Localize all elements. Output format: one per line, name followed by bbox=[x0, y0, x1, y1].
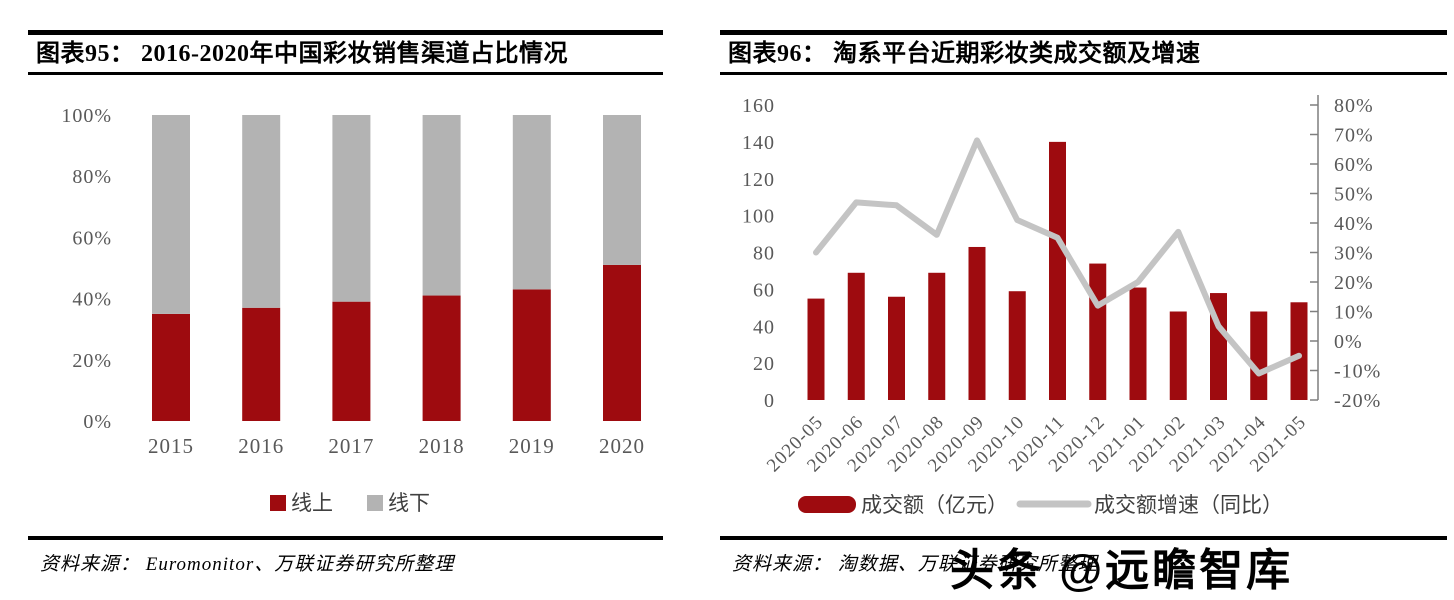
figure-95-title: 图表95： 2016-2020年中国彩妆销售渠道占比情况 bbox=[36, 41, 568, 67]
y-axis-tick-label: 100% bbox=[61, 105, 112, 127]
bar-segment-线上 bbox=[603, 264, 641, 421]
watermark-logo: 头条 @远瞻智库 bbox=[950, 546, 1294, 595]
left-axis-tick-label: 100 bbox=[742, 206, 775, 228]
right-axis-tick-label: 60% bbox=[1334, 154, 1374, 176]
right-axis-tick-label: 70% bbox=[1334, 125, 1374, 147]
bar-segment-线下 bbox=[603, 115, 641, 265]
bar-segment-线下 bbox=[152, 115, 190, 314]
figure-95-panel: 图表95： 2016-2020年中国彩妆销售渠道占比情况 0% 20% 40% 60%… bbox=[28, 30, 663, 576]
bar-segment-线下 bbox=[242, 115, 281, 308]
y-axis-tick-label: 60% bbox=[72, 227, 112, 249]
bar-segment-线上 bbox=[152, 313, 190, 421]
x-axis-label: 2018 bbox=[419, 434, 465, 458]
legend-label-bar: 成交额（亿元） bbox=[861, 493, 1008, 517]
bar-segment-线上 bbox=[242, 307, 281, 421]
gmv-bar bbox=[1129, 287, 1147, 400]
x-axis-label: 2016 bbox=[238, 434, 284, 458]
growth-line bbox=[813, 137, 1302, 377]
y-axis-tick-label: 40% bbox=[72, 289, 112, 311]
legend-swatch-线上 bbox=[270, 495, 286, 511]
left-axis-tick-label: 0 bbox=[764, 390, 775, 412]
x-axis-label: 2017 bbox=[328, 434, 374, 458]
legend-label: 线下 bbox=[388, 491, 430, 515]
right-axis-tick-label: -10% bbox=[1334, 361, 1381, 383]
legend-swatch-bar bbox=[798, 496, 856, 513]
right-axis-tick-label: 0% bbox=[1334, 331, 1363, 353]
right-axis-tick-label: -20% bbox=[1334, 390, 1381, 412]
legend-swatch-线下 bbox=[367, 495, 383, 511]
left-axis-tick-label: 140 bbox=[742, 132, 775, 154]
gmv-bar bbox=[968, 246, 986, 400]
gmv-bar bbox=[807, 298, 825, 400]
x-axis-label: 2020 bbox=[599, 434, 645, 458]
gmv-bar bbox=[888, 296, 905, 400]
bottom-rule bbox=[720, 536, 1447, 540]
left-axis-tick-label: 120 bbox=[742, 169, 775, 191]
bar-segment-线上 bbox=[422, 295, 461, 421]
right-axis-tick-label: 20% bbox=[1334, 272, 1374, 294]
combo-bar-line-chart: 0 20 40 60 80 100 120 140 160 -20% -10% 0% 10% 20% 30%… bbox=[742, 95, 1381, 517]
top-rule bbox=[720, 30, 1447, 35]
gmv-bar bbox=[1169, 311, 1187, 400]
figure-96-source: 资料来源： 淘数据、万联证券研究所整理 bbox=[732, 554, 1098, 575]
gmv-bar bbox=[1008, 291, 1026, 400]
right-axis-tick-label: 50% bbox=[1334, 184, 1374, 206]
legend-label: 线上 bbox=[291, 491, 333, 515]
title-underline-rule bbox=[28, 72, 663, 75]
bottom-rule bbox=[28, 536, 663, 540]
gmv-bar bbox=[1250, 311, 1268, 400]
stacked-bar-chart: 0% 20% 40% 60% 80% 100% 2015 2016 2017 2018 2019 20… bbox=[61, 105, 645, 515]
figure-95-source: 资料来源： Euromonitor、万联证券研究所整理 bbox=[40, 554, 455, 575]
figure-96-panel: 图表96： 淘系平台近期彩妆类成交额及增速 0 20 40 60 80 100 120 140… bbox=[720, 30, 1447, 576]
gmv-bar bbox=[847, 272, 865, 400]
figure-96-title: 图表96： 淘系平台近期彩妆类成交额及增速 bbox=[728, 41, 1201, 67]
y-axis-tick-label: 80% bbox=[72, 166, 112, 188]
bar-segment-线下 bbox=[332, 115, 371, 302]
x-axis-label: 2019 bbox=[509, 434, 555, 458]
bar-segment-线下 bbox=[422, 115, 461, 296]
right-axis-tick-label: 80% bbox=[1334, 95, 1374, 117]
left-axis-tick-label: 160 bbox=[742, 95, 775, 117]
gmv-bar bbox=[928, 272, 946, 400]
top-rule bbox=[28, 30, 663, 35]
gmv-bar bbox=[1089, 263, 1107, 400]
left-axis-tick-label: 80 bbox=[753, 243, 775, 265]
gmv-bar bbox=[1049, 141, 1066, 400]
legend-label-line: 成交额增速（同比） bbox=[1094, 493, 1283, 517]
left-axis-tick-label: 40 bbox=[753, 316, 775, 338]
gmv-bar bbox=[1290, 302, 1308, 400]
x-axis-label: 2015 bbox=[148, 434, 194, 458]
y-axis-tick-label: 0% bbox=[83, 411, 112, 433]
right-axis-tick-label: 40% bbox=[1334, 213, 1374, 235]
left-axis-tick-label: 20 bbox=[753, 353, 775, 375]
right-axis-tick-label: 30% bbox=[1334, 243, 1374, 265]
right-axis-tick-label: 10% bbox=[1334, 302, 1374, 324]
title-underline-rule bbox=[720, 72, 1447, 75]
bar-segment-线上 bbox=[512, 289, 551, 421]
y-axis-tick-label: 20% bbox=[72, 350, 112, 372]
bar-segment-线上 bbox=[332, 301, 371, 421]
left-axis-tick-label: 60 bbox=[753, 279, 775, 301]
bar-segment-线下 bbox=[512, 115, 551, 290]
